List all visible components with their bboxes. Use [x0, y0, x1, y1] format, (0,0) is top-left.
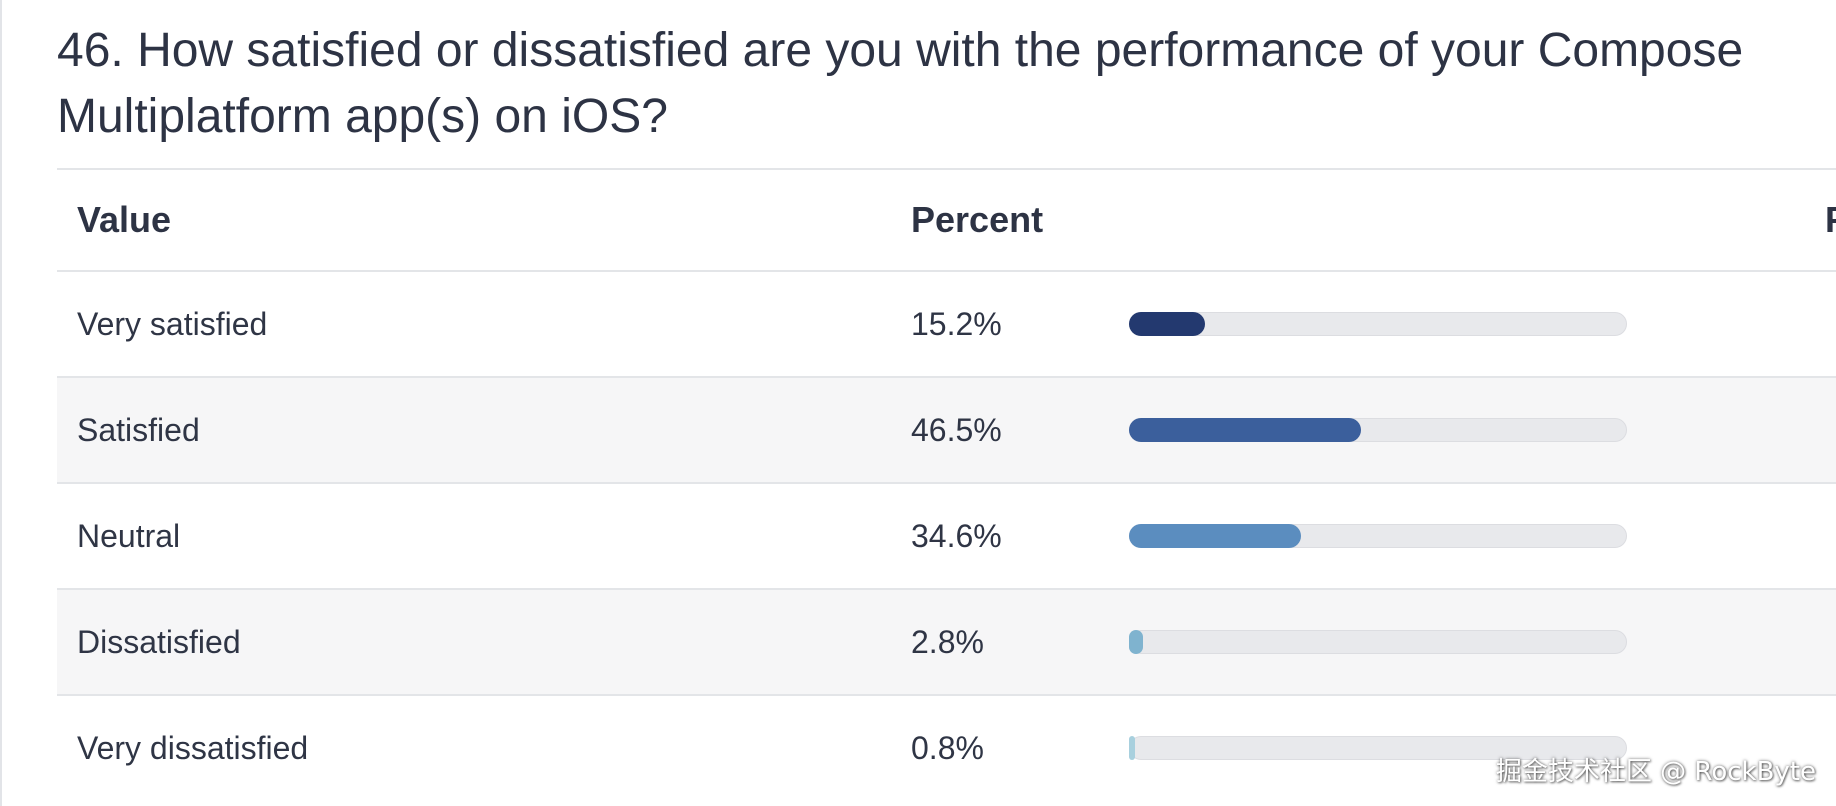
header-percent: Percent: [911, 199, 1044, 240]
row-percent: 0.8%: [911, 729, 984, 766]
row-value: Very dissatisfied: [77, 729, 309, 766]
page-edge: [0, 0, 2, 806]
percent-bar-track: [1129, 312, 1627, 336]
percent-bar-fill: [1129, 736, 1135, 760]
percent-bar: [1129, 630, 1627, 654]
row-percent: 46.5%: [911, 411, 1002, 448]
row-percent: 2.8%: [911, 623, 984, 660]
question-line-1: 46. How satisfied or dissatisfied are yo…: [57, 24, 1744, 77]
question-line-2: Multiplatform app(s) on iOS?: [57, 90, 668, 143]
question-title: 46. How satisfied or dissatisfied are yo…: [57, 18, 1836, 150]
percent-bar-fill: [1129, 312, 1205, 336]
table-row: Very dissatisfied 0.8%: [57, 694, 1836, 800]
row-value: Satisfied: [77, 411, 200, 448]
percent-bar: [1129, 524, 1627, 548]
percent-bar-fill: [1129, 630, 1143, 654]
results-table: Value Percent F Very satisfied 15.2% Sat…: [57, 168, 1836, 800]
row-percent: 15.2%: [911, 305, 1002, 342]
table-row: Satisfied 46.5%: [57, 376, 1836, 482]
percent-bar: [1129, 736, 1627, 760]
percent-bar-fill: [1129, 418, 1361, 442]
row-percent: 34.6%: [911, 517, 1002, 554]
percent-bar-track: [1129, 630, 1627, 654]
table-row: Dissatisfied 2.8%: [57, 588, 1836, 694]
header-third-column: F: [1825, 170, 1836, 270]
row-value: Very satisfied: [77, 305, 268, 342]
table-row: Very satisfied 15.2%: [57, 270, 1836, 376]
table-row: Neutral 34.6%: [57, 482, 1836, 588]
row-value: Dissatisfied: [77, 623, 241, 660]
percent-bar: [1129, 312, 1627, 336]
percent-bar-fill: [1129, 524, 1302, 548]
percent-bar: [1129, 418, 1627, 442]
row-value: Neutral: [77, 517, 181, 554]
watermark: 掘金技术社区 @ RockByte: [1495, 757, 1816, 787]
header-value: Value: [77, 199, 172, 240]
table-header-row: Value Percent F: [57, 168, 1836, 270]
percent-bar-track: [1129, 736, 1627, 760]
